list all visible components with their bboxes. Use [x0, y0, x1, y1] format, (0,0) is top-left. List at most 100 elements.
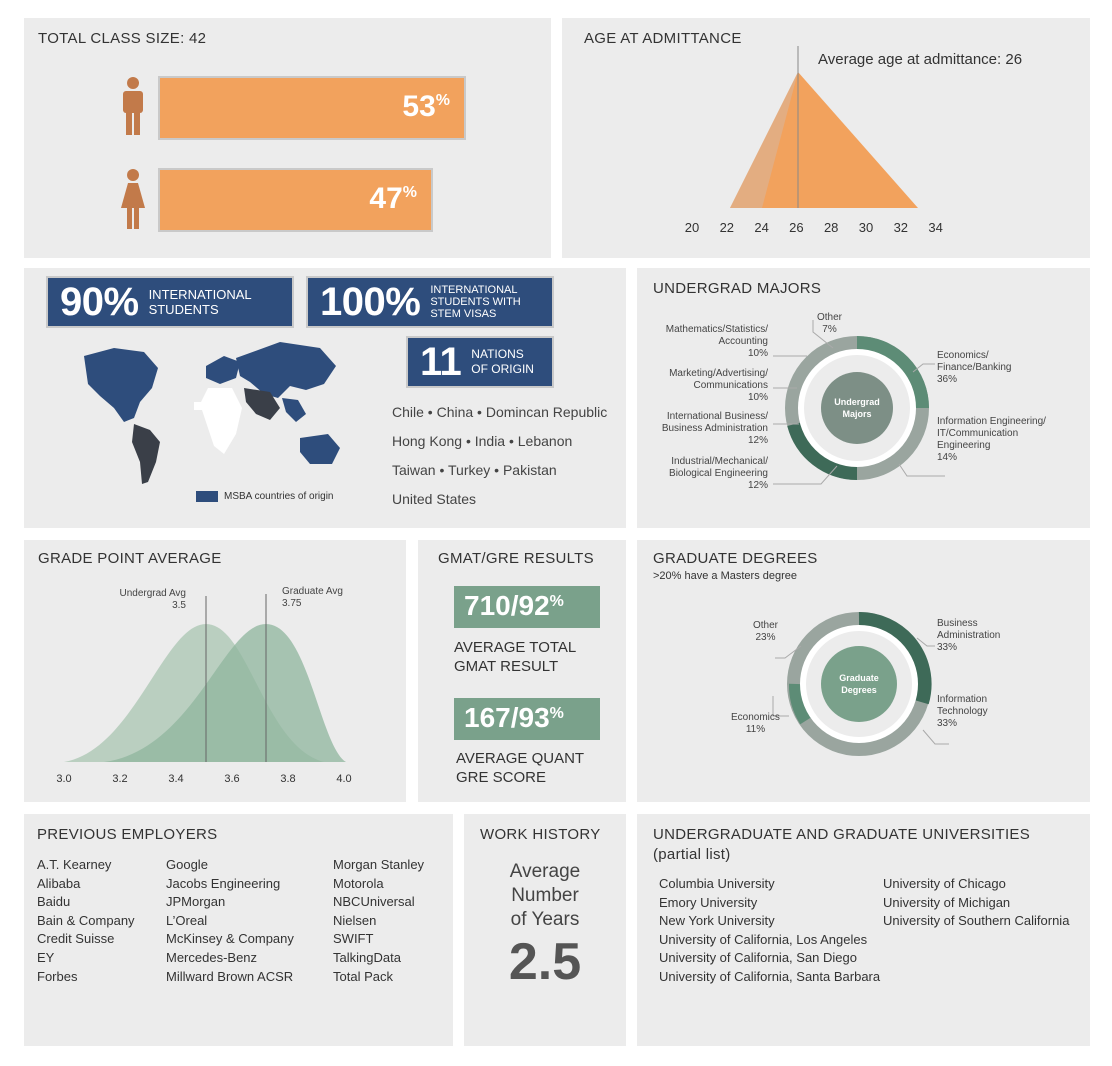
male-percent: 53%	[402, 90, 450, 123]
age-tick-label: 34	[928, 220, 942, 235]
majors-title: UNDERGRAD MAJORS	[653, 280, 822, 297]
work-title: WORK HISTORY	[480, 826, 601, 843]
employer-item: L’Oreal	[166, 912, 208, 928]
class-size-panel: TOTAL CLASS SIZE: 42 53% 47%	[24, 18, 551, 258]
universities-subtitle: (partial list)	[653, 846, 731, 863]
countries-list: Chile • China • Domincan Republic Hong K…	[392, 398, 607, 514]
age-tick-label: 32	[894, 220, 908, 235]
male-icon	[123, 77, 143, 135]
employer-item: Jacobs Engineering	[166, 875, 281, 891]
majors-center-2: Majors	[842, 409, 871, 419]
major-other-label: Other 7%	[817, 312, 843, 335]
employer-item: Motorola	[333, 875, 384, 891]
majors-panel: UNDERGRAD MAJORS Undergrad Majors Other 7…	[637, 268, 1090, 528]
female-bar: 47%	[160, 170, 431, 230]
countries-line: Chile • China • Domincan Republic	[392, 404, 608, 420]
stat-nations: 11 NATIONS OF ORIGIN	[408, 338, 552, 386]
age-tick-label: 20	[685, 220, 699, 235]
female-percent: 47%	[369, 182, 417, 215]
grad-other-label: Other 23%	[753, 620, 779, 643]
employer-item: Baidu	[37, 894, 71, 910]
university-item: Emory University	[659, 894, 758, 910]
employer-item: Credit Suisse	[37, 931, 115, 947]
university-item: University of California, Los Angeles	[659, 931, 868, 947]
grad-degrees-subtitle: >20% have a Masters degree	[653, 570, 798, 582]
university-item: University of California, Santa Barbara	[659, 968, 881, 984]
age-tick-labels: 20 22 24 26 28 30 32 34	[685, 220, 943, 235]
employer-item: EY	[37, 949, 55, 965]
employer-item: JPMorgan	[166, 894, 226, 910]
employer-item: Google	[166, 857, 208, 872]
major-marketing-label: Marketing/Advertising/Communications 10%	[669, 368, 768, 403]
grad-business-label: Business Administration 33%	[937, 618, 1001, 653]
employer-item: Nielsen	[333, 912, 377, 928]
employer-item: A.T. Kearney	[37, 857, 112, 872]
map-legend-swatch	[196, 491, 218, 502]
age-distribution: 20 22 24 26 28 30 32 34	[685, 46, 943, 235]
gpa-panel: GRADE POINT AVERAGE 3.0 3.2 3.4 3.6 3.8 4.0 U…	[24, 540, 406, 802]
male-bar: 53%	[160, 78, 464, 138]
gpa-tick-label: 3.4	[168, 773, 183, 785]
age-triangle	[730, 72, 918, 208]
gmat-panel: GMAT/GRE RESULTS 710/92% AVERAGE TOTAL GM…	[418, 540, 626, 802]
gre-value-box: 167/93%	[454, 698, 600, 740]
gpa-tick-label: 3.8	[280, 773, 295, 785]
gpa-tick-label: 3.0	[56, 773, 71, 785]
employer-item: Bain & Company	[37, 912, 135, 928]
grad-it-label: Information Technology 33%	[937, 694, 988, 729]
universities-title: UNDERGRADUATE AND GRADUATE UNIVERSITIES	[653, 826, 1031, 843]
work-caption: Average Number of Years	[509, 861, 581, 930]
employers-column-2: Google Jacobs Engineering JPMorgan L’Oreal M…	[166, 856, 294, 986]
employer-item: McKinsey & Company	[166, 931, 294, 947]
employer-item: Alibaba	[37, 875, 81, 891]
grad-degrees-donut: Graduate Degrees	[772, 611, 949, 756]
graduate-avg-label: Graduate Avg 3.75	[282, 586, 343, 609]
female-icon	[121, 169, 145, 229]
countries-line: Taiwan • Turkey • Pakistan	[392, 462, 557, 478]
employer-item: Forbes	[37, 968, 78, 984]
major-math-label: Mathematics/Statistics/Accounting 10%	[665, 324, 768, 359]
majors-donut: Undergrad Majors	[773, 320, 945, 485]
countries-line: Hong Kong • India • Lebanon	[392, 433, 573, 449]
gpa-title: GRADE POINT AVERAGE	[38, 550, 222, 567]
gpa-tick-labels: 3.0 3.2 3.4 3.6 3.8 4.0	[56, 773, 351, 785]
university-item: University of California, San Diego	[659, 950, 857, 966]
grad-degrees-panel: GRADUATE DEGREES >20% have a Masters deg…	[637, 540, 1090, 802]
employer-item: Total Pack	[333, 968, 393, 984]
employers-column-1: A.T. Kearney Alibaba Baidu Bain & Company Cr…	[37, 856, 135, 986]
age-annotation: Average age at admittance: 26	[818, 51, 1023, 68]
employers-title: PREVIOUS EMPLOYERS	[37, 826, 218, 843]
grad-degrees-title: GRADUATE DEGREES	[653, 550, 818, 567]
class-size-title: TOTAL CLASS SIZE: 42	[38, 30, 207, 47]
university-item: University of Chicago	[883, 876, 1006, 891]
age-tick-label: 30	[859, 220, 873, 235]
employer-item: SWIFT	[333, 931, 374, 947]
age-tick-label: 22	[720, 220, 734, 235]
gpa-curves: 3.0 3.2 3.4 3.6 3.8 4.0	[56, 594, 352, 785]
countries-line: United States	[392, 491, 477, 507]
universities-column-1: Columbia University Emory University New Y…	[659, 875, 880, 987]
grad-economics-label: Economics 11%	[731, 712, 780, 735]
work-panel: WORK HISTORY Average Number of Years 2.5	[464, 814, 626, 1046]
gmat-value-box: 710/92%	[454, 586, 600, 628]
map-legend: MSBA countries of origin	[196, 491, 334, 502]
gmat-title: GMAT/GRE RESULTS	[438, 550, 594, 567]
age-triangle-shade	[730, 72, 798, 208]
gpa-tick-label: 3.6	[224, 773, 239, 785]
majors-center-1: Undergrad	[834, 397, 880, 407]
employer-item: Millward Brown ACSR	[166, 968, 294, 984]
gpa-tick-label: 3.2	[112, 773, 127, 785]
employer-item: Mercedes-Benz	[166, 949, 258, 965]
university-item: New York University	[659, 913, 775, 929]
major-industrial-label: Industrial/Mechanical/Biological Enginee…	[669, 456, 768, 491]
age-panel: AGE AT ADMITTANCE Average age at admitta…	[562, 18, 1090, 258]
employers-panel: PREVIOUS EMPLOYERS A.T. Kearney Alibaba Ba…	[24, 814, 453, 1046]
gmat-label: AVERAGE TOTAL GMAT RESULT	[454, 639, 577, 675]
stat-stem-visas: 100% INTERNATIONAL STUDENTS WITH STEM VISA…	[308, 278, 552, 326]
employer-item: NBCUniversal	[333, 894, 415, 910]
employers-column-3: Morgan Stanley Motorola NBCUniversal Nielse…	[333, 856, 424, 986]
grad-center-1: Graduate	[839, 673, 879, 683]
stat-international-students: 90% INTERNATIONAL STUDENTS	[48, 278, 292, 326]
gpa-tick-label: 4.0	[336, 773, 351, 785]
major-info-eng-label: Information Engineering/IT/Communication…	[937, 416, 1046, 463]
